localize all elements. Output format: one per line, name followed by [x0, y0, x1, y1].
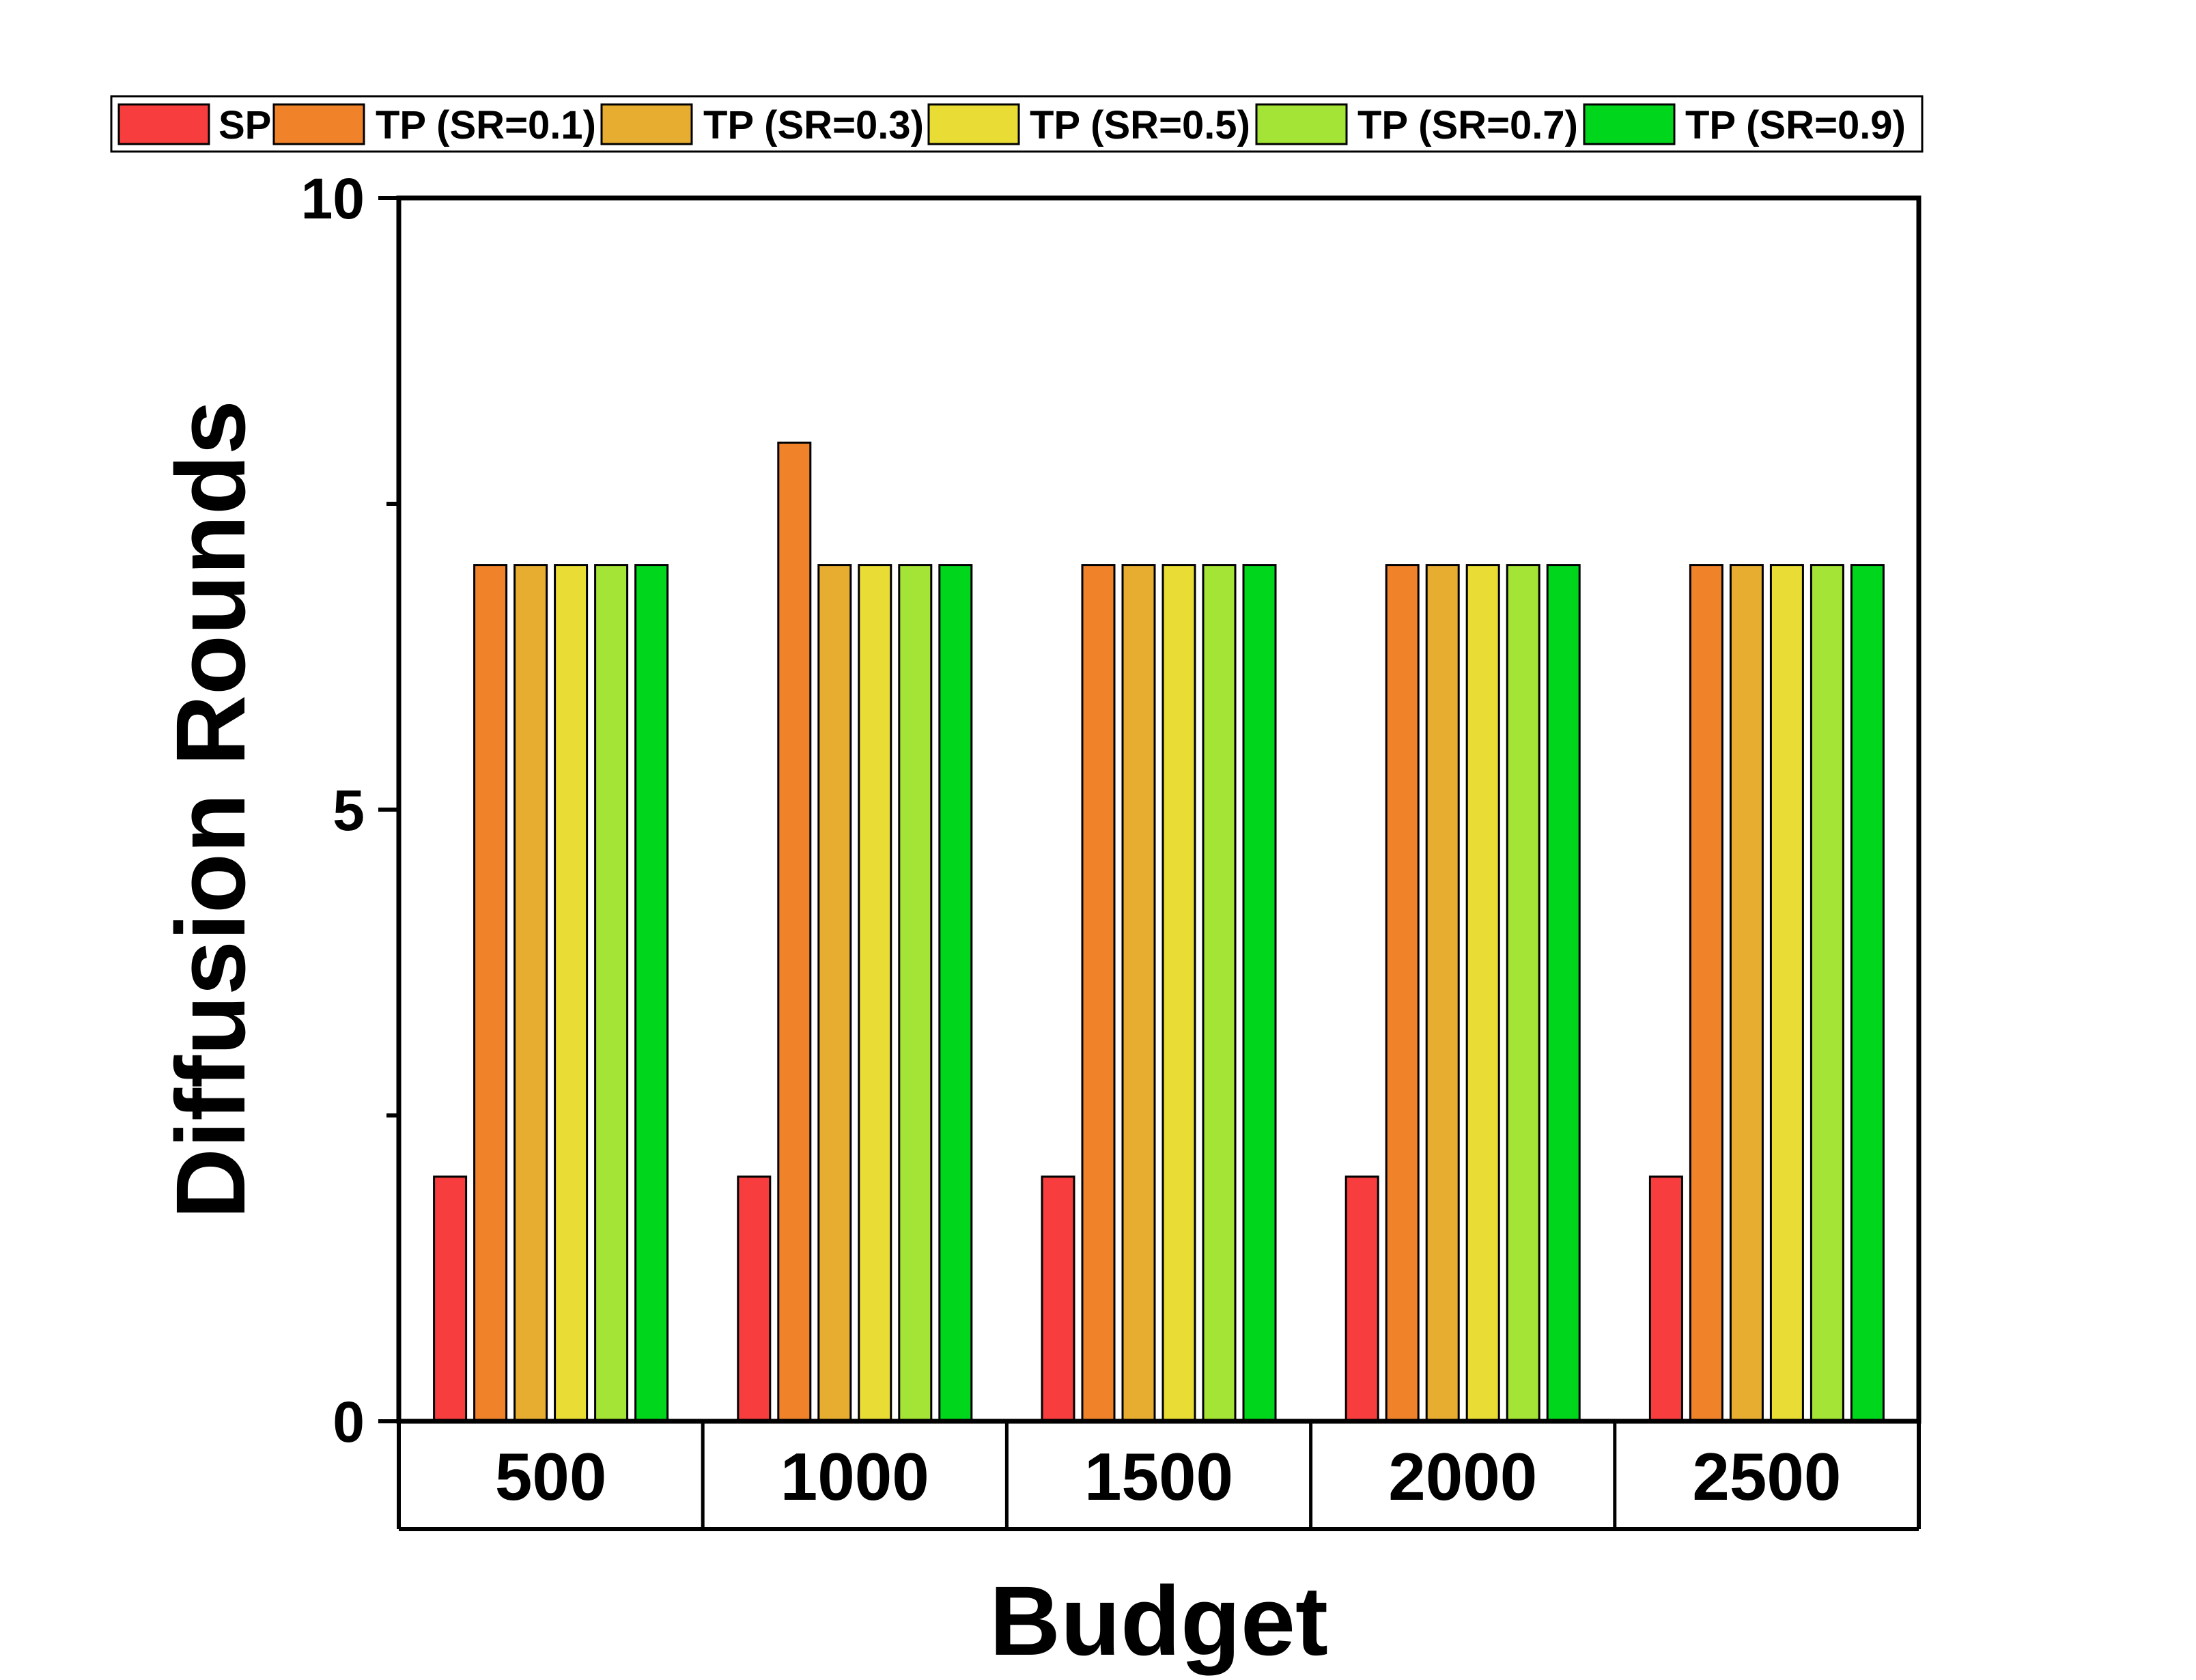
legend-swatch [1583, 103, 1676, 145]
x-category-label: 2000 [1388, 1439, 1537, 1514]
bar-2000-tp-sr-0-3 [1425, 564, 1460, 1423]
bar-500-tp-sr-0-1 [473, 564, 508, 1423]
bar-1500-tp-sr-0-5 [1162, 564, 1196, 1423]
bar-2000-tp-sr-0-7 [1506, 564, 1540, 1423]
bar-2500-sp [1648, 1176, 1683, 1423]
bar-500-tp-sr-0-9 [634, 564, 669, 1423]
legend-label: TP (SR=0.7) [1357, 103, 1578, 147]
bar-1000-sp [737, 1176, 772, 1423]
bar-2500-tp-sr-0-5 [1769, 564, 1804, 1423]
bar-2000-tp-sr-0-9 [1546, 564, 1581, 1423]
x-axis-title: Budget [989, 1566, 1328, 1676]
bar-500-sp [433, 1176, 468, 1423]
bar-2500-tp-sr-0-1 [1689, 564, 1723, 1423]
bar-2000-tp-sr-0-5 [1465, 564, 1500, 1423]
bar-1500-tp-sr-0-7 [1202, 564, 1237, 1423]
bar-1500-tp-sr-0-3 [1121, 564, 1156, 1423]
legend-label: TP (SR=0.5) [1030, 103, 1250, 147]
legend-label: TP (SR=0.3) [703, 103, 924, 147]
bar-2500-tp-sr-0-7 [1810, 564, 1844, 1423]
bar-1000-tp-sr-0-1 [777, 441, 812, 1423]
bar-1000-tp-sr-0-7 [898, 564, 933, 1423]
legend-swatch [117, 103, 210, 145]
legend-swatch [272, 103, 365, 145]
bar-500-tp-sr-0-7 [594, 564, 629, 1423]
bar-500-tp-sr-0-5 [554, 564, 589, 1423]
legend-label: SP [219, 103, 271, 147]
y-axis-title: Diffusion Rounds [156, 400, 266, 1219]
y-tick-label: 10 [301, 167, 365, 231]
bar-2000-sp [1345, 1176, 1379, 1423]
bar-1000-tp-sr-0-5 [858, 564, 892, 1423]
bar-500-tp-sr-0-3 [513, 564, 548, 1423]
legend-swatch [1255, 103, 1348, 145]
legend-swatch [927, 103, 1020, 145]
bar-1000-tp-sr-0-9 [938, 564, 973, 1423]
x-category-label: 500 [495, 1439, 607, 1514]
legend-label: TP (SR=0.9) [1685, 103, 1906, 147]
x-category-label: 1500 [1084, 1439, 1233, 1514]
y-tick-label: 0 [333, 1390, 365, 1454]
bar-2500-tp-sr-0-3 [1729, 564, 1764, 1423]
bar-1500-sp [1041, 1176, 1075, 1423]
bar-1500-tp-sr-0-1 [1081, 564, 1116, 1423]
legend-swatch [600, 103, 693, 145]
y-tick-label: 5 [333, 778, 365, 842]
plot-area: 0 5 10 500 1000 1500 2000 2500 [301, 167, 1922, 1531]
legend-label: TP (SR=0.1) [376, 103, 596, 147]
x-category-label: 2500 [1692, 1439, 1841, 1514]
plot-frame [396, 195, 1922, 1424]
category-table: 500 1000 1500 2000 2500 [397, 1421, 1921, 1531]
bar-1500-tp-sr-0-9 [1242, 564, 1277, 1423]
legend: SP TP (SR=0.1) TP (SR=0.3) TP (SR=0.5) TP (S… [110, 95, 1924, 153]
x-category-label: 1000 [780, 1439, 929, 1514]
bar-1000-tp-sr-0-3 [817, 564, 852, 1423]
bar-2000-tp-sr-0-1 [1385, 564, 1420, 1423]
bar-2500-tp-sr-0-9 [1850, 564, 1885, 1423]
